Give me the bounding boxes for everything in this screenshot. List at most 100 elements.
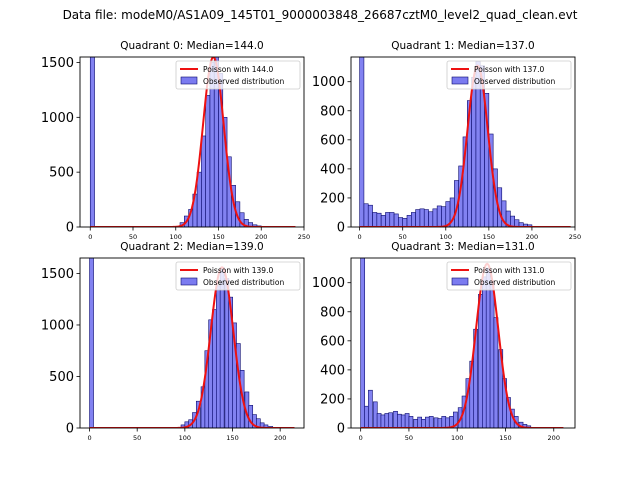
x-tick-label: 150 <box>226 434 238 442</box>
y-tick-label: 800 <box>320 104 345 119</box>
y-tick-label: 1000 <box>312 276 345 291</box>
histogram-bar <box>364 405 369 428</box>
histogram-bar <box>363 203 369 227</box>
legend-hist-label: Observed distribution <box>474 77 555 86</box>
legend-box <box>446 261 572 291</box>
histogram-bar <box>425 416 430 428</box>
histogram-bar <box>385 212 391 227</box>
histogram-bar <box>413 418 419 428</box>
y-tick-label: 500 <box>49 166 74 181</box>
x-tick-label: 0 <box>359 434 363 442</box>
legend-fit-label: Poisson with 137.0 <box>474 65 544 74</box>
histogram-bar <box>212 309 217 428</box>
legend-bar-swatch <box>180 76 198 85</box>
quadrant-1-panel: Quadrant 1: Median=137.0 0 50 100 150 200 250 0… <box>312 40 581 241</box>
legend-bar-swatch <box>180 277 198 286</box>
quadrant-0-frame <box>79 56 305 228</box>
histogram-bar <box>436 205 442 227</box>
y-tick-label: 1000 <box>41 318 74 333</box>
legend-box <box>175 60 301 90</box>
y-tick-label: 0 <box>337 221 345 236</box>
histogram-bar <box>367 204 373 227</box>
histogram-bar <box>224 278 230 428</box>
x-tick-label: 100 <box>170 233 182 241</box>
histogram-bar <box>219 266 225 428</box>
histogram-bar <box>441 206 447 227</box>
histogram-bar <box>388 412 394 428</box>
histogram-bar <box>419 208 425 227</box>
legend-fit-label: Poisson with 144.0 <box>203 65 273 74</box>
histogram-bar <box>411 212 416 227</box>
y-tick-label: 0 <box>66 221 74 236</box>
x-tick-label: 0 <box>358 233 362 241</box>
histogram-bar <box>372 212 378 227</box>
poisson-fit-line <box>359 64 571 227</box>
quadrant-0-panel: Quadrant 0: Median=144.0 0 50 100 150 200 250 0… <box>41 40 310 241</box>
histogram-bar <box>398 217 403 227</box>
histogram-bar <box>372 401 378 428</box>
quadrant-0-title: Quadrant 0: Median=144.0 <box>120 40 263 52</box>
x-tick-label: 100 <box>179 434 191 442</box>
histogram-bar <box>428 211 434 227</box>
x-tick-label: 200 <box>526 233 538 241</box>
quadrant-3-title: Quadrant 3: Median=131.0 <box>391 241 534 253</box>
histogram-bar <box>415 209 421 227</box>
histogram-bar <box>359 57 365 227</box>
x-tick-label: 200 <box>255 233 267 241</box>
y-tick-label: 800 <box>320 305 345 320</box>
figure-title: Data file: modeM0/AS1A09_145T01_90000038… <box>62 8 578 22</box>
histogram-bar <box>380 215 386 227</box>
histogram-bar <box>478 294 483 428</box>
y-tick-label: 0 <box>66 422 74 437</box>
histogram-bar <box>201 135 206 227</box>
histogram-bar <box>380 414 386 428</box>
histogram-bar <box>89 57 95 227</box>
legend-bar-swatch <box>451 76 469 85</box>
histogram-bar <box>397 413 402 428</box>
poisson-fit-line <box>90 57 296 227</box>
histogram-bar <box>384 413 390 428</box>
x-tick-label: 50 <box>129 233 137 241</box>
x-tick-label: 150 <box>212 233 224 241</box>
y-tick-label: 600 <box>320 133 345 148</box>
histogram-bar <box>471 77 477 227</box>
quadrant-2-title: Quadrant 2: Median=139.0 <box>120 241 263 253</box>
x-tick-label: 250 <box>298 233 310 241</box>
x-tick-label: 50 <box>405 434 413 442</box>
y-tick-label: 400 <box>320 363 345 378</box>
histogram-bar <box>423 209 429 227</box>
quadrant-3-panel: Quadrant 3: Median=131.0 0 50 100 150 200 0 200… <box>312 241 576 442</box>
legend-bar-swatch <box>451 277 469 286</box>
legend-fit-label: Poisson with 139.0 <box>203 266 273 275</box>
y-tick-label: 500 <box>49 370 74 385</box>
quadrant-0-legend: Poisson with 144.0 Observed distribution <box>175 60 301 90</box>
histogram-bar <box>441 416 447 428</box>
x-tick-label: 200 <box>274 434 286 442</box>
y-tick-label: 1500 <box>41 267 74 282</box>
quadrant-3-legend: Poisson with 131.0 Observed distribution <box>446 261 572 291</box>
x-tick-label: 100 <box>451 434 463 442</box>
histogram-bar <box>433 417 439 428</box>
quadrant-1-title: Quadrant 1: Median=137.0 <box>391 40 534 52</box>
x-tick-label: 50 <box>133 434 141 442</box>
x-tick-label: 150 <box>499 434 511 442</box>
histogram-bar <box>428 416 434 428</box>
histogram-bar <box>205 95 211 227</box>
x-tick-label: 50 <box>399 233 407 241</box>
histogram-bar <box>393 410 398 428</box>
histogram-bar <box>417 416 422 428</box>
y-tick-label: 400 <box>320 162 345 177</box>
quadrant-1-legend: Poisson with 137.0 Observed distribution <box>446 60 572 90</box>
x-tick-label: 100 <box>440 233 452 241</box>
histogram-bar <box>406 215 412 227</box>
quadrant-3-frame <box>350 257 576 429</box>
x-tick-label: 0 <box>88 233 92 241</box>
histogram-bar <box>408 416 414 428</box>
y-tick-label: 1500 <box>41 56 74 71</box>
quadrant-1-frame <box>350 56 576 228</box>
quadrant-0-plot-area <box>89 57 296 227</box>
quadrant-2-panel: Quadrant 2: Median=139.0 0 50 100 150 200 0 500… <box>41 241 305 442</box>
histogram-bar <box>404 413 410 428</box>
